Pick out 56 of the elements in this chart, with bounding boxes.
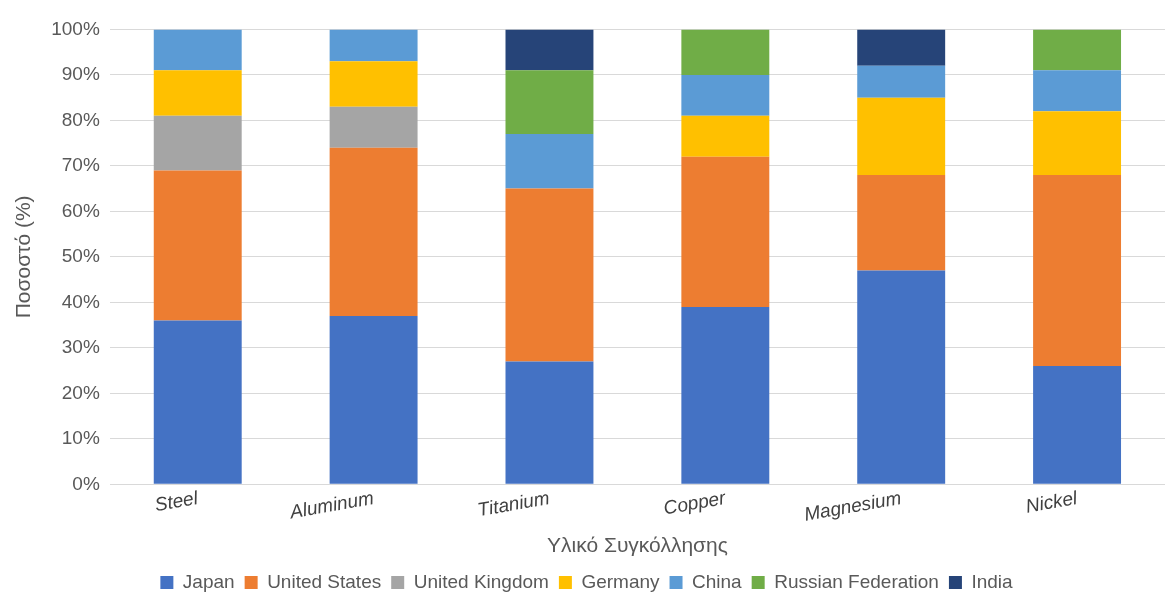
bar (505, 361, 594, 484)
y-tick-label: 40% (61, 290, 100, 312)
y-tick-label: 60% (61, 199, 100, 221)
bar (505, 70, 594, 135)
x-tick-label: Aluminum (287, 486, 376, 523)
bar (1033, 29, 1122, 71)
legend-label: Germany (581, 570, 661, 592)
y-tick-label: 50% (61, 245, 100, 267)
y-tick-label: 20% (61, 381, 100, 403)
bar (329, 29, 418, 62)
y-tick-label: 70% (61, 154, 100, 176)
bar (1033, 174, 1122, 367)
y-tick-label: 30% (61, 336, 100, 358)
y-axis-title: Ποσοστό (%) (11, 195, 35, 319)
bar (505, 29, 594, 71)
legend-label: Russian Federation (774, 570, 939, 592)
bar (329, 315, 418, 484)
y-tick-label: 80% (61, 108, 100, 130)
bar (329, 106, 418, 148)
bar (681, 74, 770, 116)
x-axis-title: Υλικό Συγκόλλησης (546, 533, 728, 557)
legend-label: United States (267, 570, 382, 592)
bar (1033, 366, 1122, 484)
y-tick-label: 100% (51, 17, 100, 39)
bar (153, 29, 242, 71)
x-tick-label: Titanium (475, 486, 552, 521)
bar (857, 65, 946, 98)
bar (329, 61, 418, 107)
legend-label: Japan (182, 570, 235, 592)
bar (329, 147, 418, 316)
legend-label: United Kingdom (413, 570, 549, 592)
bar (1033, 70, 1122, 112)
bar (153, 115, 242, 171)
bar (681, 306, 770, 484)
x-tick-label: Magnesium (802, 486, 903, 525)
y-tick-label: 90% (61, 63, 100, 85)
bar (681, 29, 770, 75)
bar (857, 97, 946, 175)
bar (153, 70, 242, 116)
bar (857, 29, 946, 66)
x-tick-label: Nickel (1024, 486, 1080, 517)
bar (857, 270, 946, 484)
bar (1033, 111, 1122, 175)
y-tick-label: 0% (72, 472, 100, 494)
legend-label: China (692, 570, 743, 592)
y-tick-label: 10% (61, 427, 100, 449)
bar (153, 170, 242, 321)
bar (681, 156, 770, 307)
x-tick-label: Copper (661, 486, 728, 519)
bar (681, 115, 770, 157)
bar (857, 174, 946, 271)
x-tick-label: Steel (153, 486, 201, 516)
bar (505, 134, 594, 189)
bar (505, 188, 594, 362)
bar (153, 320, 242, 484)
legend-label: India (971, 570, 1014, 592)
